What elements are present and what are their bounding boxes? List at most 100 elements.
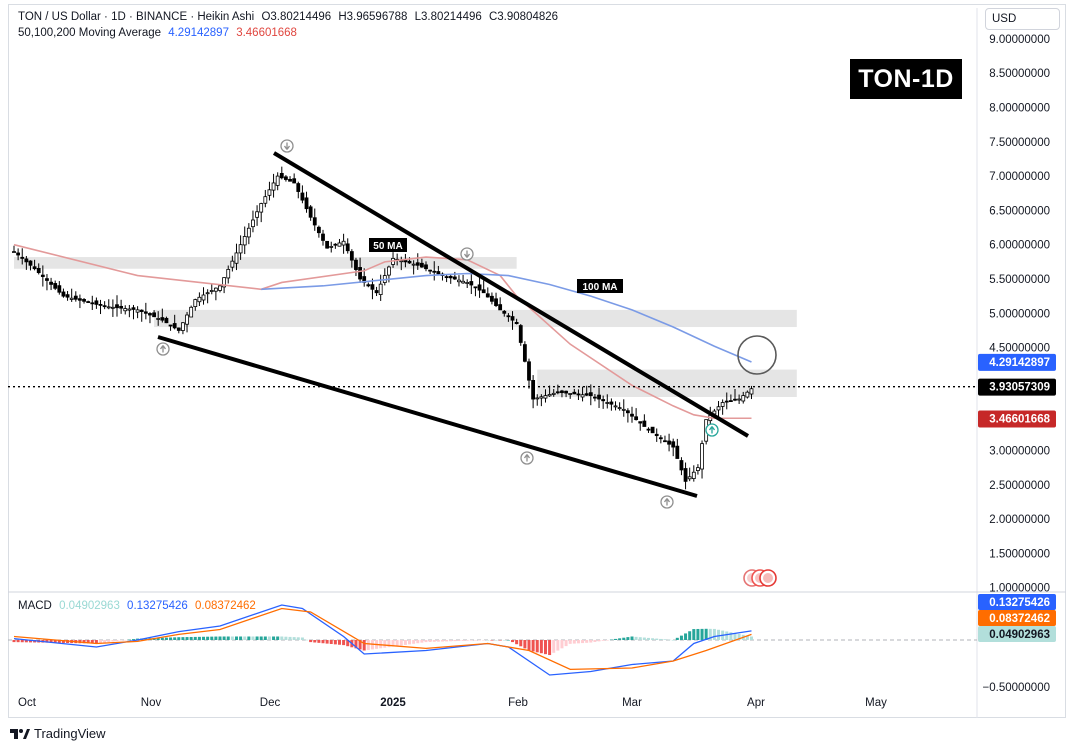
candle-body	[411, 263, 416, 266]
macd-histogram-bar	[440, 640, 444, 642]
candle-body	[564, 390, 568, 394]
candle-body	[78, 298, 82, 301]
macd-histogram-bar	[593, 640, 597, 642]
candle-body	[691, 471, 696, 479]
buy-signal-icon-arrow	[708, 426, 716, 434]
macd-histogram-bar	[572, 640, 576, 644]
candle-body	[605, 402, 610, 404]
time-tick-label: Dec	[260, 697, 281, 709]
candle-body	[333, 243, 338, 246]
macd-histogram-bar	[362, 640, 366, 651]
candle-body	[502, 310, 507, 314]
candle-body	[20, 256, 25, 259]
macd-histogram-bar	[321, 640, 325, 644]
candle-body	[321, 233, 325, 241]
macd-histogram-bar	[568, 640, 572, 644]
candle-body	[316, 226, 321, 234]
candle-body	[308, 206, 313, 218]
footer[interactable]: TradingView	[10, 726, 106, 741]
candle-body	[625, 410, 630, 414]
candle-body	[24, 258, 29, 263]
macd-histogram-bar	[107, 640, 111, 643]
candle-body	[345, 243, 350, 252]
price-label-bg	[978, 410, 1056, 428]
candle-body	[251, 219, 255, 228]
macd-histogram-bar	[457, 640, 461, 641]
macd-histogram-bar	[548, 640, 552, 656]
candle-body	[53, 283, 58, 289]
candle-body	[407, 260, 412, 264]
candle-body	[436, 271, 441, 275]
macd-histogram-bar	[115, 640, 119, 642]
macd-histogram-bar	[230, 636, 234, 640]
candle-body	[679, 460, 684, 471]
macd-histogram-bar	[416, 640, 420, 644]
macd-histogram-bar	[28, 640, 32, 643]
macd-histogram-bar	[197, 636, 201, 640]
macd-histogram-bar	[688, 631, 692, 640]
macd-histogram-bar	[247, 636, 251, 640]
macd-histogram-bar	[325, 640, 329, 644]
candle-body	[110, 306, 115, 309]
currency-button[interactable]: USD	[985, 8, 1060, 30]
candle-body	[242, 236, 247, 246]
macd-histogram-bar	[57, 640, 61, 643]
candle-body	[40, 274, 45, 277]
macd-legend[interactable]: MACD 0.04902963 0.13275426 0.08372462	[18, 600, 260, 612]
macd-axis-label: 0.13275426	[989, 597, 1050, 609]
macd-tick-label: −0.50000000	[983, 682, 1050, 694]
macd-histogram-bar	[601, 640, 605, 641]
candle-body	[94, 300, 99, 305]
price-label-bg	[978, 378, 1056, 396]
candle-body	[424, 264, 428, 270]
price-tick-label: 6.00000000	[989, 240, 1050, 252]
candle-body	[597, 394, 601, 400]
candle-body	[168, 324, 173, 327]
macd-histogram-bar	[506, 640, 510, 641]
candle-body	[650, 426, 655, 434]
macd-histogram-bar	[704, 628, 708, 640]
candle-body	[444, 276, 449, 279]
ohlc-open: O3.80214496	[261, 11, 332, 23]
chart-frame	[8, 4, 1066, 718]
macd-histogram-bar	[614, 638, 618, 640]
macd-histogram-bar	[296, 637, 300, 640]
macd-histogram-bar	[239, 636, 243, 640]
candle-body	[176, 327, 181, 331]
macd-histogram-bar	[193, 636, 197, 640]
price-tick-label: 1.00000000	[989, 583, 1050, 595]
candle-body	[152, 312, 156, 318]
candle-body	[481, 289, 486, 294]
macd-histogram-bar	[712, 628, 716, 640]
macd-histogram-bar	[169, 637, 173, 640]
candle-body	[341, 240, 346, 246]
macd-histogram-bar	[288, 636, 292, 640]
candle-body	[86, 301, 91, 303]
macd-histogram-bar	[424, 640, 428, 643]
footer-brand: TradingView	[34, 726, 106, 741]
price-tick-label: 5.00000000	[989, 308, 1050, 320]
candle-body	[69, 297, 74, 300]
candle-body	[675, 445, 680, 459]
candle-body	[181, 322, 185, 331]
macd-histogram-bar	[585, 640, 589, 643]
candle-body	[609, 401, 614, 405]
price-axis-label: 3.93057309	[989, 382, 1050, 394]
candle-body	[160, 317, 165, 321]
macd-histogram-bar	[527, 640, 531, 651]
candle-body	[329, 246, 334, 248]
ma100-line	[261, 272, 752, 363]
ma-legend[interactable]: 50,100,200 Moving Average 4.29142897 3.4…	[18, 27, 301, 39]
macd-histogram-bar	[733, 633, 737, 640]
macd-axis-label-bg	[978, 610, 1056, 626]
candle-body	[259, 203, 264, 213]
macd-histogram-bar	[461, 640, 465, 641]
macd-histogram-bar	[469, 640, 473, 641]
macd-histogram-bar	[502, 640, 506, 641]
macd-axis-label: 0.04902963	[989, 629, 1050, 641]
price-tick-label: 8.00000000	[989, 103, 1050, 115]
macd-histogram-bar	[383, 640, 387, 648]
candle-body	[630, 413, 634, 417]
candle-body	[522, 344, 527, 362]
